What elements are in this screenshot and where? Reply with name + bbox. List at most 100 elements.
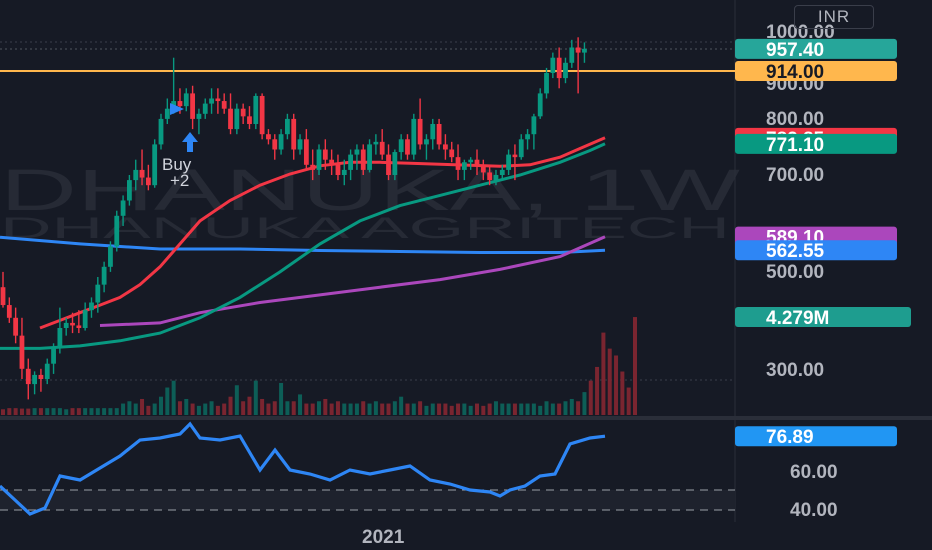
- price-tag[interactable]: 914.00: [735, 60, 897, 83]
- volume-bar: [146, 405, 151, 415]
- price-tag[interactable]: 76.89: [735, 426, 897, 448]
- candle: [310, 149, 316, 181]
- ma-line-purple: [99, 235, 606, 327]
- volume-bar: [266, 403, 271, 415]
- volume-bar: [177, 401, 182, 415]
- candle: [44, 358, 50, 385]
- axis-label-800: 800.00: [766, 109, 824, 130]
- buy-count: +2: [170, 171, 189, 190]
- price-tag[interactable]: 957.40: [735, 38, 897, 61]
- volume-bar: [222, 403, 227, 415]
- volume-bar: [550, 403, 555, 415]
- candle: [569, 39, 575, 68]
- volume-bar: [83, 408, 88, 415]
- price-tag[interactable]: 562.55: [735, 240, 897, 262]
- volume-bar: [424, 405, 429, 415]
- candle: [525, 129, 530, 150]
- candle: [13, 307, 19, 344]
- volume-bar: [437, 403, 442, 415]
- volume-bar: [468, 405, 473, 415]
- volume-bar: [152, 403, 157, 415]
- volume-bar: [493, 401, 498, 415]
- candle: [544, 67, 549, 99]
- svg-text:4.279M: 4.279M: [766, 308, 829, 329]
- volume-bar: [569, 398, 574, 415]
- candle: [266, 129, 271, 145]
- volume-bar: [133, 403, 138, 415]
- candle: [537, 88, 543, 119]
- volume-bar: [215, 405, 220, 415]
- volume-bar: [506, 403, 511, 415]
- candle: [335, 154, 341, 181]
- volume-bar: [392, 401, 397, 415]
- candle: [25, 358, 31, 400]
- volume-bar: [386, 403, 391, 415]
- volume-bar: [620, 371, 625, 415]
- volume-bar: [487, 403, 492, 415]
- volume-bar: [323, 398, 328, 415]
- volume-bar: [241, 401, 246, 415]
- oscillator: [0, 421, 606, 516]
- volume-bar: [298, 394, 303, 415]
- candle: [234, 103, 240, 135]
- volume-bar: [512, 403, 517, 415]
- volume-bar: [310, 403, 315, 415]
- osc-axis[interactable]: 60.00 40.00: [790, 462, 838, 521]
- volume-bar: [500, 403, 505, 415]
- volume-bar: [418, 401, 423, 415]
- osc-label-40: 40.00: [790, 500, 838, 521]
- volume-bar: [405, 403, 410, 415]
- volume-bar: [140, 398, 145, 415]
- volume-bar: [588, 380, 593, 415]
- candle: [145, 164, 151, 191]
- candle: [164, 98, 170, 124]
- candle: [228, 93, 233, 135]
- watermark-name: DHANUKA AGRITECH: [0, 212, 730, 245]
- volume-bar: [190, 403, 195, 415]
- volume-bar: [354, 403, 359, 415]
- volume-bar: [399, 396, 404, 415]
- candle: [449, 141, 455, 163]
- osc-label-60: 60.00: [790, 462, 838, 483]
- price-tag[interactable]: 4.279M: [735, 307, 911, 329]
- candle: [518, 134, 524, 160]
- candle: [209, 88, 214, 114]
- volume-bar: [481, 405, 486, 415]
- volume-bar: [7, 408, 12, 415]
- volume-bar: [228, 396, 233, 415]
- axis-label-700: 700.00: [766, 165, 824, 186]
- volume-bar: [563, 401, 568, 415]
- volume-bar: [13, 408, 18, 415]
- currency-button[interactable]: INR: [794, 5, 874, 29]
- buy-label: Buy: [162, 155, 192, 174]
- candle: [291, 113, 297, 160]
- candle: [114, 210, 120, 252]
- volume-bar: [45, 408, 50, 415]
- volume-bar: [456, 403, 461, 415]
- candle: [196, 108, 202, 135]
- volume-bar: [531, 403, 536, 415]
- volume-bar: [19, 408, 24, 415]
- volume-bar: [38, 408, 43, 415]
- candle: [51, 343, 56, 374]
- buy-arrow-icon[interactable]: [182, 132, 198, 152]
- volume-bar: [253, 380, 258, 415]
- candle: [443, 134, 448, 160]
- volume-bar: [196, 405, 201, 415]
- candle: [95, 277, 101, 313]
- volume-bar: [279, 382, 284, 415]
- candle: [139, 149, 145, 186]
- candle: [512, 144, 518, 181]
- candle: [285, 113, 290, 140]
- candle: [303, 129, 309, 170]
- candle: [272, 134, 278, 160]
- volume-bar: [209, 401, 214, 415]
- candle: [360, 144, 366, 175]
- svg-text:957.40: 957.40: [766, 40, 824, 61]
- volume-bar: [525, 403, 530, 415]
- price-tag[interactable]: 771.10: [735, 133, 897, 156]
- volume-bar: [443, 403, 448, 415]
- candle: [582, 42, 587, 63]
- candle: [259, 93, 265, 140]
- candle: [474, 149, 480, 175]
